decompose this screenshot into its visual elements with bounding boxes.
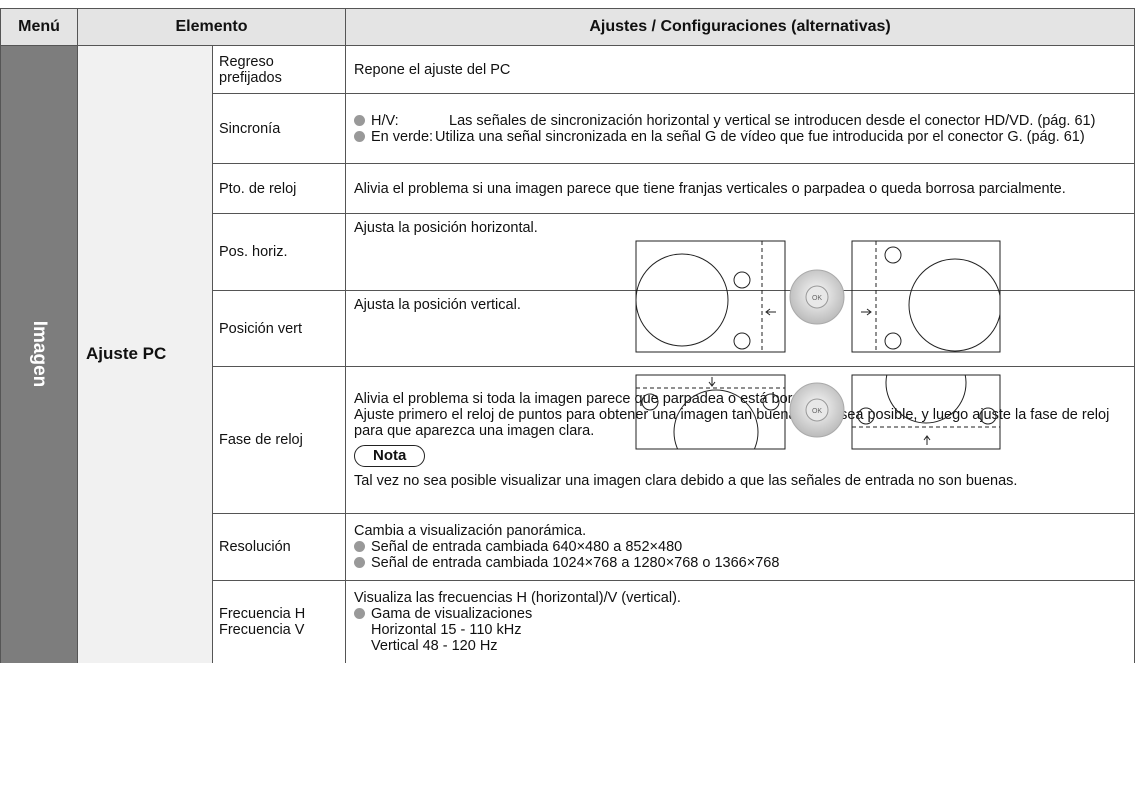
vertical-diagram	[635, 374, 1001, 450]
icon-label: OK	[812, 408, 822, 415]
bullet-text: Señal de entrada cambiada 1024×768 a 128…	[371, 555, 780, 571]
setting: H/V: Las señales de sincronización horizo…	[345, 93, 1136, 164]
bullet-text: Gama de visualizaciones	[371, 605, 533, 622]
group-label: Ajuste PC	[86, 344, 167, 364]
bullet: H/V: Las señales de sincronización horizo…	[354, 113, 1126, 129]
item: Pos. horiz.	[211, 213, 347, 291]
item: Resolución	[211, 513, 347, 581]
note-title: Nota	[354, 445, 426, 467]
setting: Visualiza las frecuencias H (horizontal)…	[345, 580, 1136, 663]
horizontal-diagram	[635, 240, 1001, 353]
paragraph: Ajuste primero el reloj de puntos para o…	[354, 407, 1110, 439]
setting-text: Cambia a visualización panorámica.	[354, 523, 587, 539]
header-element: Elemento	[76, 8, 347, 46]
item-line: Frecuencia H	[219, 605, 306, 622]
setting: Alivia el problema si una imagen parece …	[345, 163, 1136, 214]
setting: Alivia el problema si toda la imagen par…	[345, 366, 1136, 514]
bullet-label: En verde:	[371, 128, 434, 145]
setting: Ajusta la posición horizontal.	[345, 213, 1136, 291]
range-line: Horizontal 15 - 110 kHz	[371, 621, 522, 638]
group-cell: Ajuste PC	[77, 45, 213, 663]
icon-label: OK	[812, 295, 822, 302]
remote-icon: OK	[789, 382, 845, 438]
settings-table: Menú Elemento Ajustes / Configuraciones …	[0, 8, 1136, 663]
item: Fase de reloj	[211, 366, 347, 514]
bullet-label: H/V:	[371, 112, 399, 129]
paragraph: Alivia el problema si toda la imagen par…	[354, 391, 825, 407]
setting-text: Visualiza las frecuencias H (horizontal)…	[354, 589, 681, 606]
bullet: Gama de visualizaciones	[354, 606, 1126, 622]
bullet: Señal de entrada cambiada 1024×768 a 128…	[354, 555, 1126, 571]
remote-icon: OK	[789, 269, 845, 325]
range-line: Vertical 48 - 120 Hz	[371, 637, 498, 654]
item: Pto. de reloj	[211, 163, 347, 214]
item-line: Frecuencia V	[219, 621, 305, 638]
setting: Ajusta la posición vertical.	[345, 290, 1136, 367]
bullet: En verde: Utiliza una señal sincronizada …	[354, 129, 1126, 145]
bullet-text: Utiliza una señal sincronizada en la señ…	[435, 128, 1085, 145]
bullet: Señal de entrada cambiada 640×480 a 852×…	[354, 539, 1126, 555]
item: Regreso prefijados	[211, 45, 347, 94]
header-menu: Menú	[0, 8, 78, 46]
bullet-text: Las señales de sincronización horizontal…	[449, 112, 1096, 129]
bullet-text: Señal de entrada cambiada 640×480 a 852×…	[371, 539, 683, 555]
item: Frecuencia H Frecuencia V	[211, 580, 347, 663]
setting: Cambia a visualización panorámica. Señal…	[345, 513, 1136, 581]
setting: Repone el ajuste del PC	[345, 45, 1136, 94]
item: Posición vert	[211, 290, 347, 367]
item: Sincronía	[211, 93, 347, 164]
note: Tal vez no sea posible visualizar una im…	[354, 473, 1018, 489]
